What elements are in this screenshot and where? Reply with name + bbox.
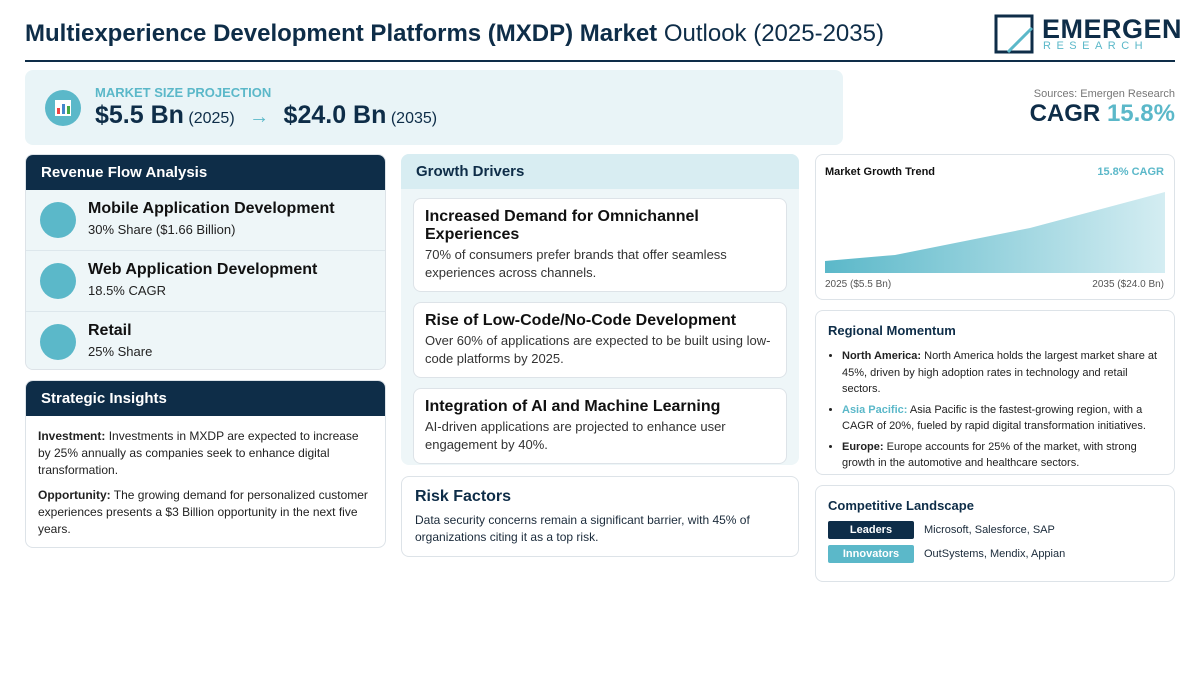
- logo-name: EMERGEN: [1042, 14, 1183, 44]
- region-text: North America holds the largest market s…: [842, 350, 1158, 395]
- cagr: CAGR 15.8%: [1030, 100, 1175, 128]
- revenue-card: Revenue Flow Analysis Mobile Application…: [25, 154, 386, 370]
- title: Multiexperience Development Platforms (M…: [25, 20, 884, 48]
- item-name: Mobile Application Development: [88, 200, 335, 217]
- trend-area: [825, 192, 1165, 273]
- title-bold: Multiexperience Development Platforms (M…: [25, 20, 658, 47]
- region-list: North America: North America holds the l…: [828, 348, 1162, 472]
- item-name: Retail: [88, 322, 132, 339]
- item-detail: 30% Share ($1.66 Billion): [88, 222, 236, 237]
- drivers-card: Growth Drivers Increased Demand for Omni…: [401, 154, 799, 465]
- logo-sub: RESEARCH: [1043, 40, 1149, 52]
- trend-end: 2035 ($24.0 Bn): [1092, 279, 1164, 290]
- regional-card: Regional Momentum North America: North A…: [815, 310, 1175, 475]
- region-item: North America: North America holds the l…: [842, 348, 1162, 398]
- trend-card: Market Growth Trend 15.8% CAGR 2025 ($5.…: [815, 154, 1175, 300]
- driver-title: Increased Demand for Omnichannel Experie…: [425, 208, 699, 243]
- competitive-card: Competitive Landscape Leaders Microsoft, …: [815, 485, 1175, 582]
- card-title: Regional Momentum: [828, 323, 956, 338]
- projection-label: MARKET SIZE PROJECTION: [95, 85, 272, 100]
- region-name: Asia Pacific:: [842, 403, 908, 416]
- item-name: Web Application Development: [88, 261, 318, 278]
- risk-card: Risk Factors Data security concerns rema…: [401, 476, 799, 557]
- start-value: $5.5 Bn: [95, 101, 184, 129]
- revenue-item: Mobile Application Development 30% Share …: [26, 190, 385, 251]
- region-item: Asia Pacific: Asia Pacific is the fastes…: [842, 402, 1162, 435]
- region-text: Europe accounts for 25% of the market, w…: [842, 440, 1137, 470]
- region-name: North America:: [842, 350, 922, 362]
- end-value: $24.0 Bn: [283, 101, 387, 129]
- logo-mark: [994, 14, 1034, 54]
- item-detail: 18.5% CAGR: [88, 283, 167, 298]
- item-detail: 25% Share: [88, 344, 153, 359]
- trend-badge: 15.8% CAGR: [1097, 166, 1164, 178]
- tier: Leaders: [828, 521, 914, 539]
- projection-icon: [45, 90, 81, 126]
- driver-text: 70% of consumers prefer brands that offe…: [425, 247, 727, 280]
- start-year: (2025): [188, 110, 235, 127]
- driver-title: Integration of AI and Machine Learning: [425, 398, 721, 415]
- tier: Innovators: [828, 545, 914, 563]
- risk-text: Data security concerns remain a signific…: [415, 513, 750, 544]
- driver: Rise of Low-Code/No-Code Development Over…: [413, 302, 787, 378]
- insight-text: Investments in MXDP are expected to incr…: [38, 429, 359, 477]
- card-title: Revenue Flow Analysis: [26, 155, 385, 190]
- driver-text: Over 60% of applications are expected to…: [425, 333, 771, 366]
- companies: OutSystems, Mendix, Appian: [924, 548, 1066, 560]
- region-item: Europe: Europe accounts for 25% of the m…: [842, 439, 1162, 472]
- title-light: Outlook (2025-2035): [663, 20, 884, 47]
- sources: Sources: Emergen Research: [1033, 88, 1175, 100]
- header-rule: [25, 60, 1175, 62]
- driver: Integration of AI and Machine Learning AI…: [413, 388, 787, 464]
- trend-start: 2025 ($5.5 Bn): [825, 279, 892, 290]
- region-name: Europe:: [842, 440, 884, 453]
- insight-label: Investment:: [38, 429, 106, 443]
- insight-label: Opportunity:: [38, 488, 111, 502]
- icon: [40, 324, 76, 360]
- region-text: Asia Pacific is the fastest-growing regi…: [842, 403, 1146, 433]
- icon: [40, 202, 76, 238]
- revenue-item: Web Application Development 18.5% CAGR: [26, 251, 385, 312]
- insight: Opportunity: The growing demand for pers…: [38, 487, 373, 538]
- insight-text: The growing demand for personalized cust…: [38, 488, 368, 536]
- projection-values: $5.5 Bn (2025) → $24.0 Bn (2035): [95, 101, 437, 130]
- icon: [40, 263, 76, 299]
- arrow: →: [249, 106, 270, 128]
- revenue-item: Retail 25% Share: [26, 312, 385, 369]
- insight: Investment: Investments in MXDP are expe…: [38, 428, 373, 479]
- driver-title: Rise of Low-Code/No-Code Development: [425, 312, 737, 329]
- insights-card: Strategic Insights Investment: Investmen…: [25, 380, 386, 548]
- tier-row: Leaders Microsoft, Salesforce, SAP: [828, 521, 1162, 539]
- card-title: Growth Drivers: [401, 154, 799, 189]
- end-year: (2035): [390, 110, 438, 127]
- tier-row: Innovators OutSystems, Mendix, Appian: [828, 545, 1162, 563]
- companies: Microsoft, Salesforce, SAP: [924, 524, 1055, 536]
- card-title: Competitive Landscape: [828, 498, 974, 513]
- cagr-label: CAGR: [1029, 100, 1101, 127]
- driver: Increased Demand for Omnichannel Experie…: [413, 198, 787, 292]
- projection-box: MARKET SIZE PROJECTION $5.5 Bn (2025) → …: [25, 70, 843, 145]
- cagr-value: 15.8%: [1106, 100, 1175, 127]
- trend-title: Market Growth Trend: [825, 166, 936, 178]
- card-title: Strategic Insights: [26, 381, 385, 416]
- card-title: Risk Factors: [415, 488, 512, 505]
- driver-text: AI-driven applications are projected to …: [425, 419, 726, 452]
